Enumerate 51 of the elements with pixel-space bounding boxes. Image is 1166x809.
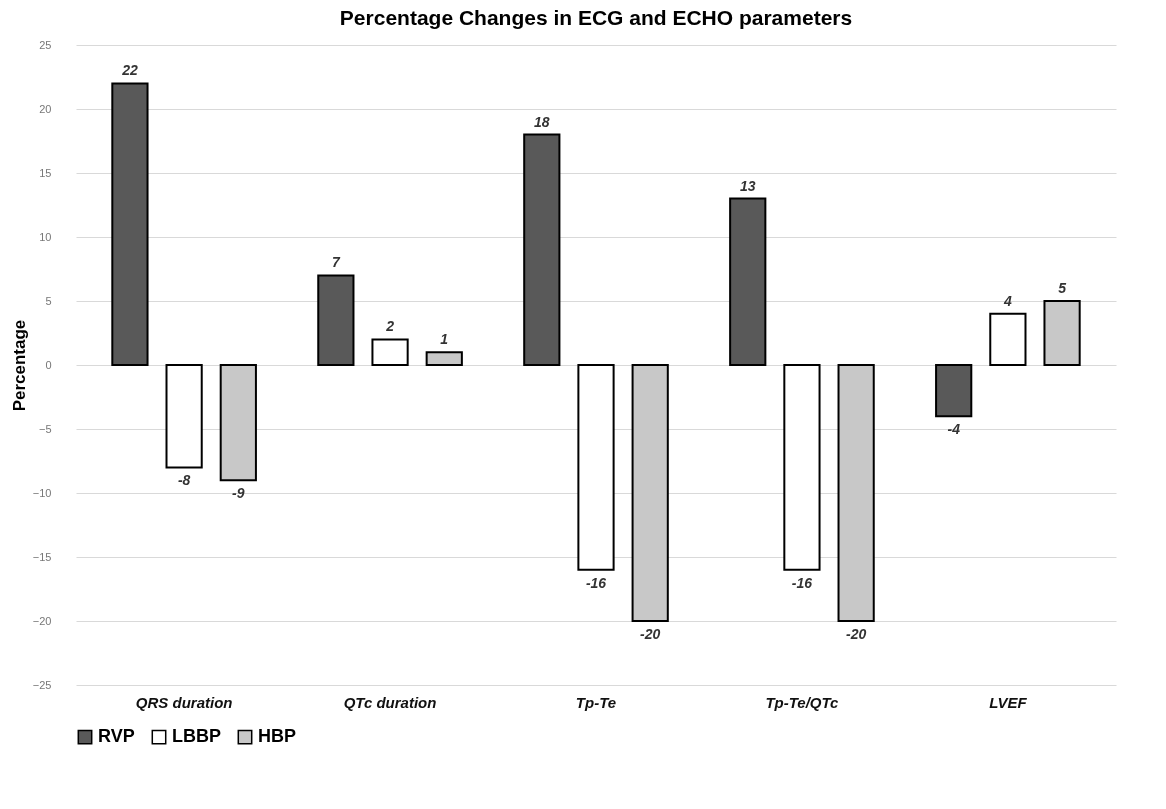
y-tick-label: 0 bbox=[45, 358, 52, 371]
data-label: -20 bbox=[640, 626, 661, 642]
bar bbox=[425, 351, 463, 366]
x-tick-label: Tp-Te bbox=[575, 693, 617, 711]
data-label: -9 bbox=[232, 485, 245, 502]
data-label: -16 bbox=[585, 574, 607, 591]
y-tick-label: −5 bbox=[38, 422, 52, 435]
y-tick-label: −25 bbox=[32, 678, 52, 691]
data-label: -4 bbox=[947, 421, 961, 438]
bar bbox=[219, 364, 257, 482]
y-tick-label: −10 bbox=[32, 486, 52, 499]
bar bbox=[523, 133, 561, 366]
bar bbox=[729, 197, 767, 366]
legend-label: LBBP bbox=[172, 726, 221, 747]
y-tick-label: −20 bbox=[32, 614, 52, 627]
data-label: 1 bbox=[440, 331, 449, 348]
legend-label: HBP bbox=[258, 726, 297, 747]
bar bbox=[837, 364, 875, 622]
bar bbox=[631, 364, 669, 622]
x-tick-label: QTc duration bbox=[343, 693, 437, 711]
x-tick-label: QRS duration bbox=[135, 693, 233, 711]
y-axis-title: Percentage bbox=[9, 319, 29, 412]
bar bbox=[783, 364, 821, 571]
bar bbox=[111, 82, 149, 366]
x-tick-label: Tp-Te/QTc bbox=[765, 693, 840, 711]
bar bbox=[165, 364, 203, 469]
data-label: 5 bbox=[1058, 280, 1067, 296]
data-label: -16 bbox=[791, 574, 813, 591]
y-tick-label: 5 bbox=[45, 294, 52, 307]
bar bbox=[935, 364, 973, 418]
legend-label: RVP bbox=[98, 726, 135, 747]
bar bbox=[1043, 300, 1081, 366]
bar bbox=[989, 312, 1027, 366]
data-label: -20 bbox=[846, 626, 867, 642]
data-label: -8 bbox=[177, 472, 191, 489]
y-tick-label: 10 bbox=[39, 230, 52, 243]
data-label: 7 bbox=[331, 254, 341, 271]
chart-title: Percentage Changes in ECG and ECHO parameters bbox=[339, 6, 853, 29]
x-tick-label: LVEF bbox=[989, 693, 1028, 711]
data-label: 2 bbox=[385, 318, 395, 335]
bar bbox=[317, 274, 355, 366]
y-tick-label: 25 bbox=[39, 38, 52, 51]
y-tick-label: 20 bbox=[39, 102, 52, 115]
bar bbox=[371, 338, 409, 366]
data-label: 13 bbox=[739, 177, 756, 194]
data-label: 22 bbox=[121, 62, 138, 79]
data-label: 18 bbox=[534, 113, 550, 130]
bar bbox=[577, 364, 615, 571]
data-label: 4 bbox=[1002, 292, 1012, 309]
y-tick-label: 15 bbox=[39, 166, 52, 179]
y-tick-label: −15 bbox=[32, 550, 52, 563]
